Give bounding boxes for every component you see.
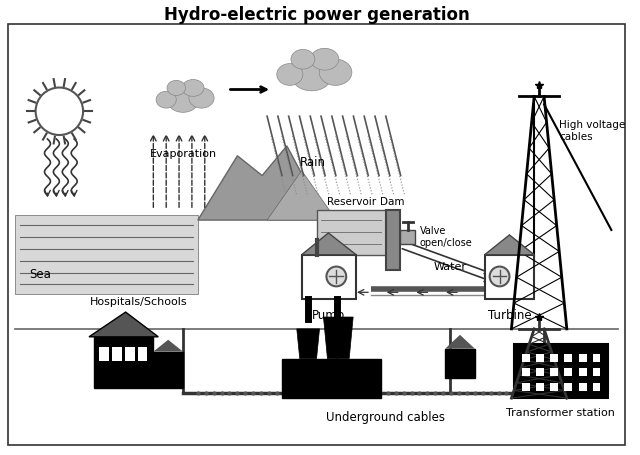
Text: Evaporation: Evaporation [150, 149, 216, 159]
Ellipse shape [189, 88, 214, 108]
Polygon shape [323, 317, 353, 359]
Text: Rain: Rain [300, 156, 326, 169]
Ellipse shape [168, 91, 198, 112]
Polygon shape [301, 233, 356, 255]
Bar [564, 354, 572, 362]
Text: Hydro-electric power generation: Hydro-electric power generation [164, 6, 469, 24]
Bar [445, 349, 475, 379]
Bar [536, 354, 544, 362]
Ellipse shape [319, 59, 352, 86]
Bar [99, 347, 109, 360]
Bar [593, 354, 600, 362]
Circle shape [490, 267, 509, 286]
Text: Valve
open/close: Valve open/close [419, 226, 472, 248]
Text: High voltage
cables: High voltage cables [559, 120, 625, 142]
Text: Dam: Dam [380, 197, 405, 207]
Polygon shape [15, 215, 198, 294]
Text: Pump: Pump [312, 309, 345, 322]
Bar [579, 369, 587, 376]
Polygon shape [89, 312, 158, 337]
Bar [564, 383, 572, 391]
Text: Transformer station: Transformer station [506, 408, 615, 418]
Bar [112, 347, 122, 360]
Bar [536, 383, 544, 391]
Bar [386, 210, 399, 269]
Bar [593, 383, 600, 391]
Polygon shape [267, 171, 337, 220]
Text: Water: Water [433, 262, 467, 272]
Bar [550, 369, 558, 376]
Text: Sea: Sea [29, 268, 52, 281]
Polygon shape [445, 335, 475, 349]
Bar [550, 383, 558, 391]
Bar [125, 347, 134, 360]
Bar [138, 347, 147, 360]
Ellipse shape [156, 91, 176, 108]
Polygon shape [297, 329, 319, 359]
Circle shape [36, 87, 83, 135]
Ellipse shape [167, 81, 186, 96]
Ellipse shape [292, 62, 331, 91]
Bar [282, 359, 381, 398]
Polygon shape [198, 146, 326, 220]
Bar [550, 354, 558, 362]
Bar [593, 369, 600, 376]
Text: Hospitals/Schools: Hospitals/Schools [90, 297, 188, 307]
Bar [154, 352, 183, 388]
Bar [301, 255, 356, 299]
Bar [522, 354, 530, 362]
Bar [579, 383, 587, 391]
Bar [484, 255, 534, 299]
Text: Reservoir: Reservoir [326, 197, 376, 207]
Bar [536, 369, 544, 376]
Polygon shape [484, 235, 534, 255]
Bar [515, 344, 609, 398]
Bar [94, 337, 154, 388]
Polygon shape [154, 340, 183, 352]
Circle shape [326, 267, 346, 286]
Ellipse shape [310, 48, 339, 70]
Bar [399, 230, 415, 244]
Ellipse shape [276, 64, 303, 86]
Text: Underground cables: Underground cables [326, 411, 445, 424]
Polygon shape [317, 210, 386, 255]
Bar [579, 354, 587, 362]
Ellipse shape [291, 50, 315, 69]
Ellipse shape [182, 80, 204, 96]
Bar [564, 369, 572, 376]
Bar [522, 383, 530, 391]
Bar [522, 369, 530, 376]
Text: Turbine: Turbine [488, 309, 531, 322]
